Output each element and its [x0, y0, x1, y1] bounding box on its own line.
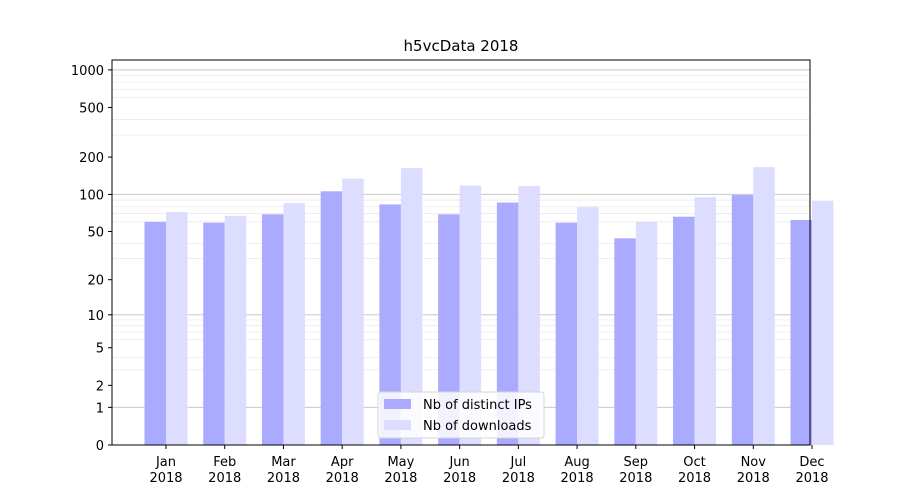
legend: Nb of distinct IPs Nb of downloads [377, 391, 545, 439]
x-tick-label: May 2018 [384, 455, 417, 486]
bar-downloads [224, 215, 247, 445]
x-tick-label-line: Jun [448, 455, 469, 470]
bar-downloads [577, 207, 599, 445]
x-tick-label-line: Sep [624, 455, 649, 470]
x-tick-label-line: Feb [213, 455, 236, 470]
legend-box [377, 391, 545, 439]
x-tick-label-line: Mar [271, 455, 296, 470]
x-tick-label-line: 2018 [795, 471, 828, 486]
bar-downloads [400, 168, 423, 445]
y-tick-label: 200 [79, 151, 104, 166]
y-tick-label: 500 [79, 101, 104, 116]
bar-distinct-ips [144, 221, 166, 445]
y-tick-label: 5 [96, 342, 104, 357]
bar-downloads [166, 212, 188, 445]
bar-distinct-ips [555, 222, 578, 445]
chart-title: h5vcData 2018 [404, 37, 519, 55]
y-tick-label: 1 [96, 401, 104, 416]
x-tick-label-line: 2018 [267, 471, 300, 486]
x-tick-label-line: 2018 [384, 471, 417, 486]
x-tick-label: Oct 2018 [678, 455, 711, 486]
x-tick-label-line: 2018 [561, 471, 594, 486]
bar-distinct-ips [731, 194, 754, 445]
legend-swatch [384, 420, 411, 430]
x-tick-label-line: 2018 [502, 471, 535, 486]
x-tick-label: Jan 2018 [149, 455, 182, 486]
x-tick-label-line: Aug [564, 455, 589, 470]
x-tick-label: Nov 2018 [737, 455, 770, 486]
x-tick-label: Feb 2018 [208, 455, 241, 486]
x-tick-label-line: May [387, 455, 414, 470]
x-tick-label: Dec 2018 [795, 455, 828, 486]
y-axis: 0 1 2 5 10 20 50 100 200 500 1000 [71, 64, 112, 454]
bar-distinct-ips [379, 204, 401, 445]
bar-distinct-ips [496, 202, 519, 445]
bar-downloads [635, 221, 658, 445]
x-tick-label: Jun 2018 [443, 455, 476, 486]
y-tick-label: 100 [79, 188, 104, 203]
legend-swatch [384, 399, 411, 409]
bar-downloads [459, 185, 482, 445]
x-tick-label-line: Nov [741, 455, 767, 470]
y-tick-label: 20 [87, 274, 104, 289]
x-tick-label-line: 2018 [737, 471, 770, 486]
x-tick-label-line: Jan [155, 455, 176, 470]
bars [144, 167, 834, 446]
y-tick-label: 50 [87, 226, 104, 241]
legend-label: Nb of downloads [423, 419, 532, 434]
bar-downloads [812, 200, 834, 445]
plot-frame [111, 59, 811, 446]
bar-downloads [753, 167, 775, 446]
bar-distinct-ips [261, 214, 284, 445]
x-tick-label: Apr 2018 [326, 455, 359, 486]
x-tick-label: Sep 2018 [619, 455, 652, 486]
x-tick-label: Jul 2018 [502, 455, 535, 486]
bar-distinct-ips [438, 214, 460, 445]
x-tick-label: Mar 2018 [267, 455, 300, 486]
legend-label: Nb of distinct IPs [423, 398, 532, 413]
x-tick-label-line: 2018 [678, 471, 711, 486]
x-tick-label-line: 2018 [208, 471, 241, 486]
x-tick-label-line: Apr [331, 455, 354, 470]
x-tick-label-line: 2018 [619, 471, 652, 486]
x-tick-label-line: Oct [683, 455, 705, 470]
y-tick-label: 0 [96, 439, 104, 454]
y-tick-label: 10 [87, 309, 104, 324]
bar-distinct-ips [320, 191, 343, 445]
bar-distinct-ips [673, 216, 695, 445]
x-tick-label-line: 2018 [443, 471, 476, 486]
x-tick-label-line: Dec [799, 455, 824, 470]
bar-downloads [518, 185, 540, 445]
y-tick-label: 2 [96, 379, 104, 394]
bar-downloads [342, 178, 364, 445]
bar-downloads [283, 203, 305, 445]
bar-distinct-ips [614, 238, 636, 445]
x-tick-label-line: Jul [510, 455, 527, 470]
bar-downloads [694, 197, 717, 445]
y-tick-label: 1000 [71, 64, 104, 79]
x-tick-label-line: 2018 [326, 471, 359, 486]
bar-distinct-ips [203, 222, 225, 445]
x-tick-label-line: 2018 [149, 471, 182, 486]
x-tick-label: Aug 2018 [561, 455, 594, 486]
bar-distinct-ips [790, 220, 812, 445]
